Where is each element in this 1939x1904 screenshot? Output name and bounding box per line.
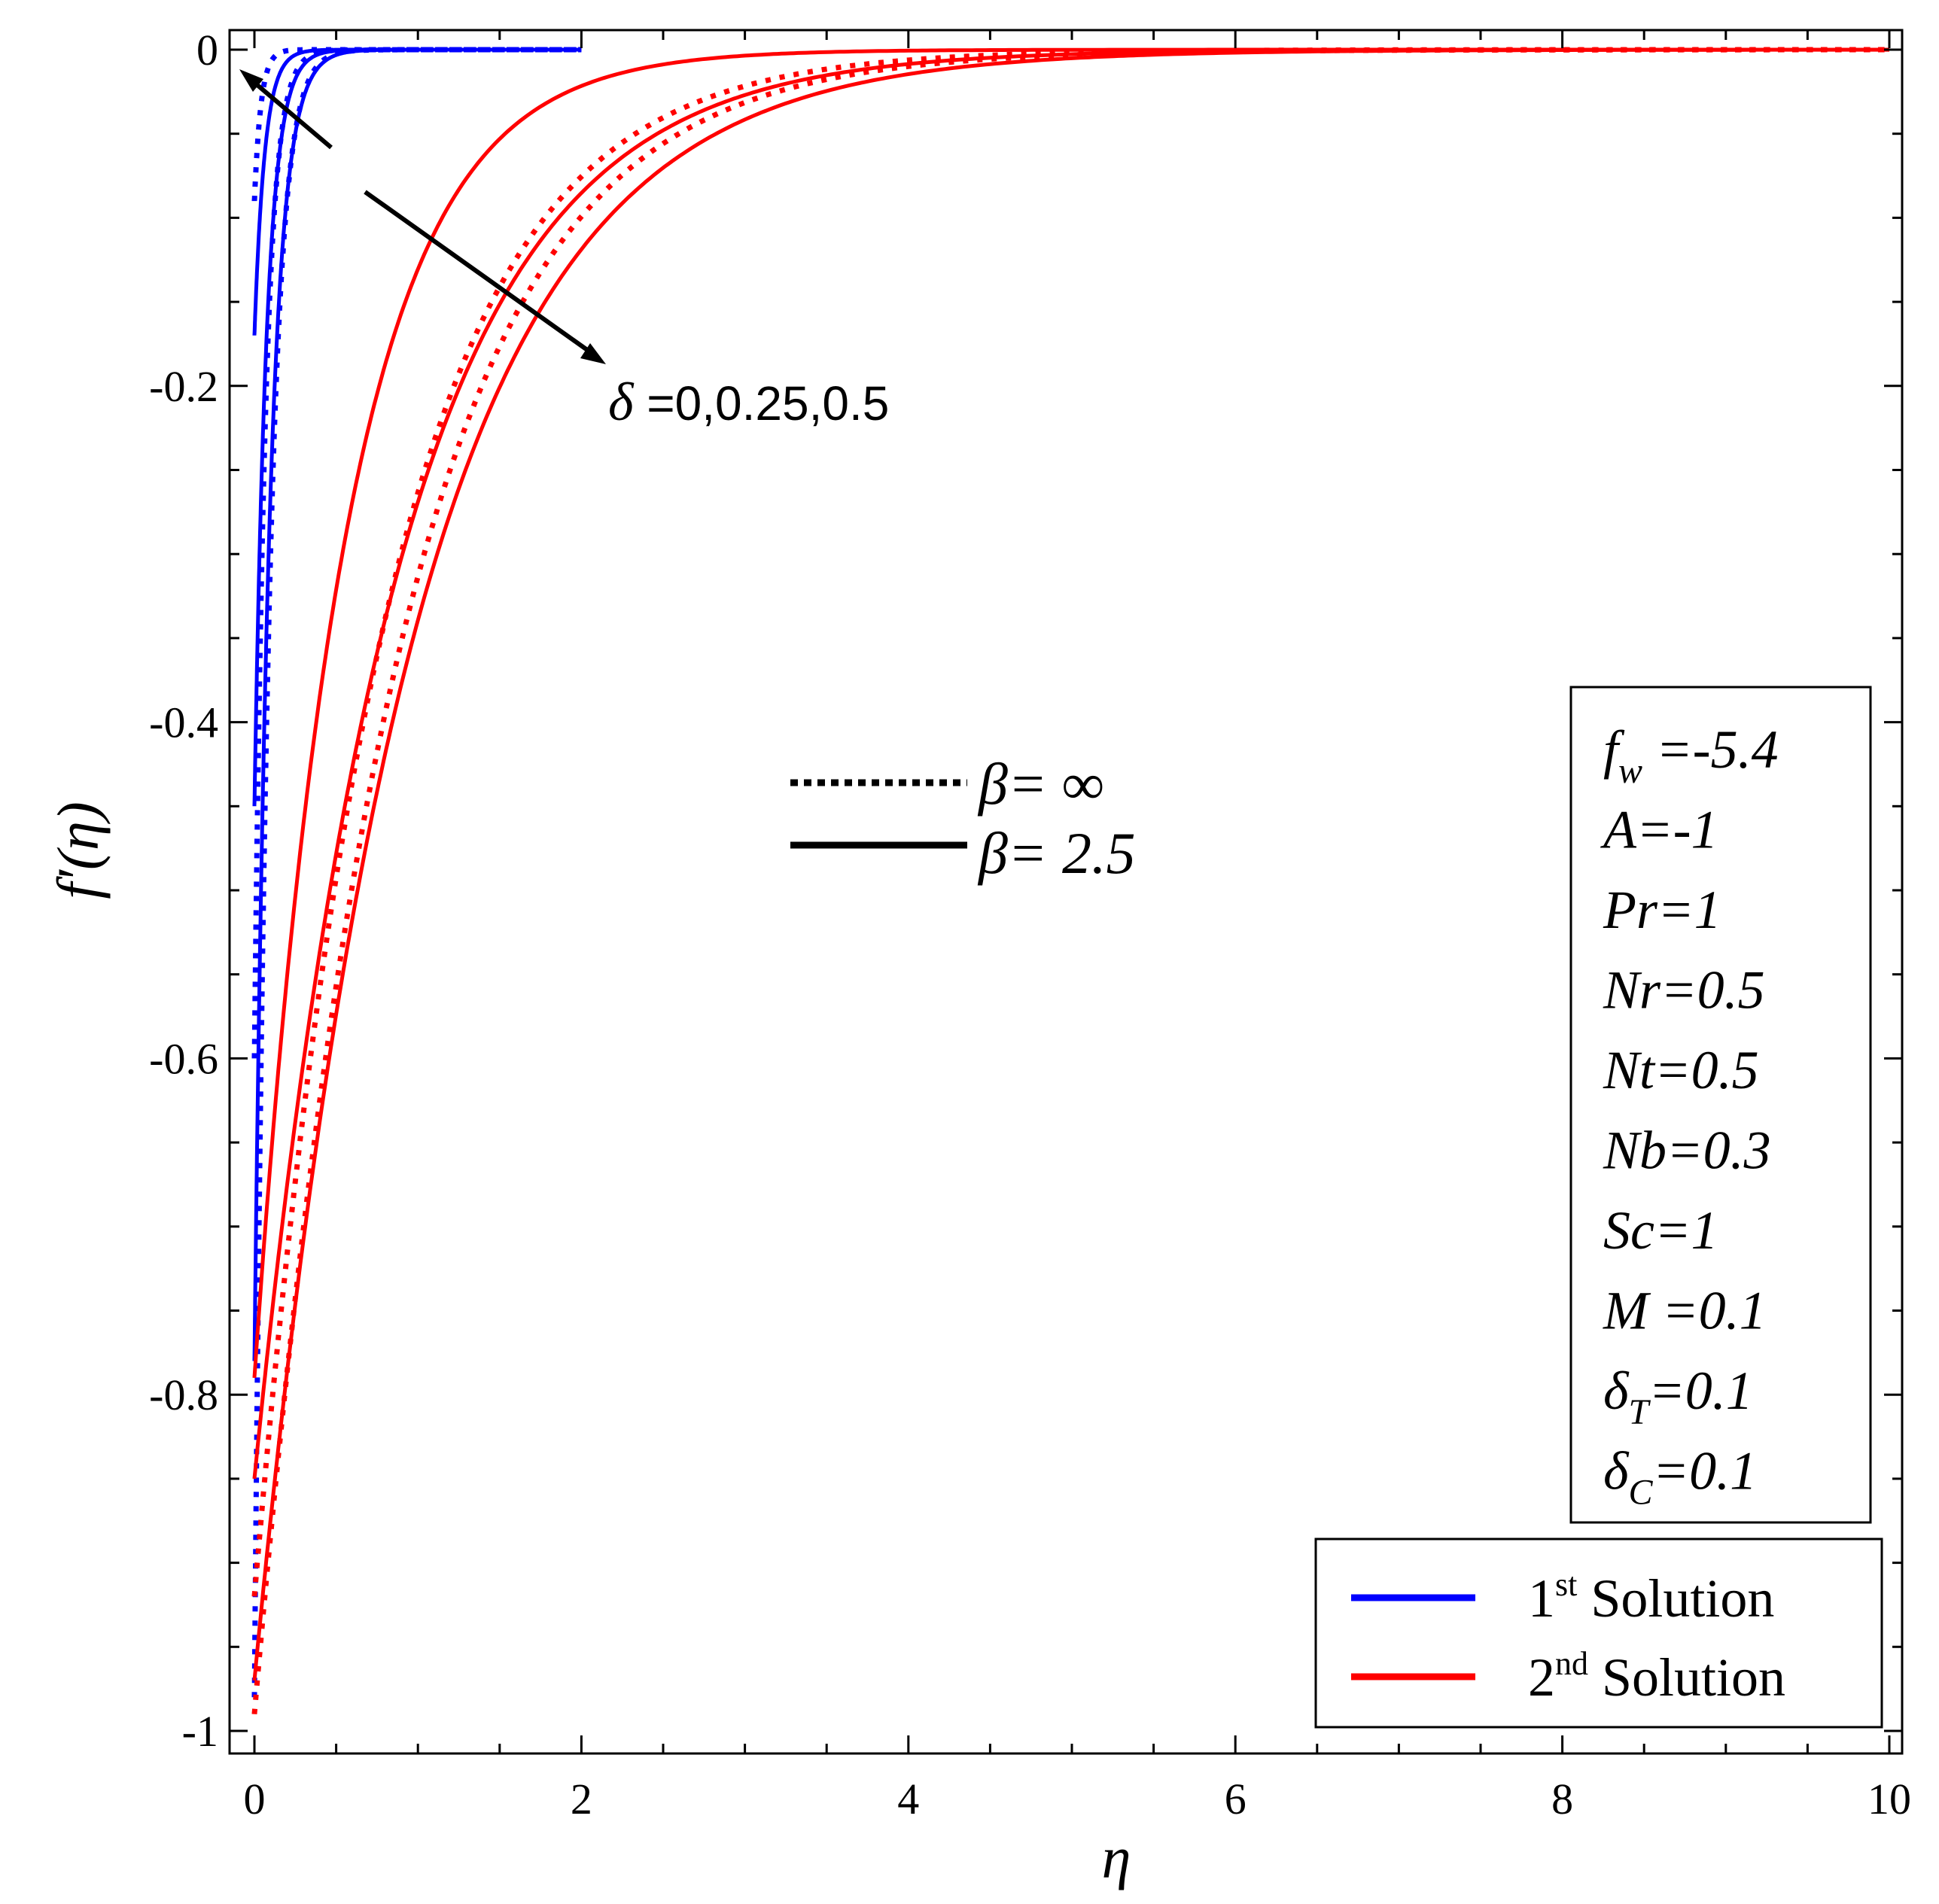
y-tick-label: -1 bbox=[182, 1707, 218, 1756]
series-2nd-solid-8 bbox=[252, 47, 1889, 1681]
x-tick-label: 2 bbox=[571, 1775, 592, 1823]
y-tick-label: 0 bbox=[196, 26, 218, 75]
legend-label-2nd: 2nd Solution bbox=[1528, 1645, 1785, 1708]
y-axis-label: f′(η) bbox=[45, 801, 111, 899]
x-tick-label: 10 bbox=[1867, 1775, 1911, 1823]
parameter-line: Nb=0.3 bbox=[1603, 1121, 1771, 1181]
legend-label-1st: 1st Solution bbox=[1528, 1566, 1774, 1629]
parameter-line: Pr=1 bbox=[1603, 880, 1721, 940]
beta-infinity-label: β= ∞ bbox=[977, 751, 1104, 817]
beta-2-5-label: β= 2.5 bbox=[977, 820, 1136, 886]
series-2nd-dotted-10 bbox=[251, 47, 1889, 1714]
delta-arrow bbox=[239, 69, 606, 364]
y-tick-label: -0.2 bbox=[149, 362, 218, 411]
line-style-key: β= ∞ β= 2.5 bbox=[790, 751, 1136, 886]
y-tick-label: -0.6 bbox=[149, 1034, 218, 1083]
delta-annotation: δ =0,0.25,0.5 bbox=[608, 372, 889, 432]
tick-layer bbox=[230, 30, 1902, 1753]
x-tick-label: 8 bbox=[1551, 1775, 1573, 1823]
x-tick-label: 6 bbox=[1225, 1775, 1246, 1823]
parameter-line: Nt=0.5 bbox=[1603, 1040, 1759, 1100]
legend: 1st Solution 2nd Solution bbox=[1314, 1537, 1883, 1729]
plot-frame bbox=[228, 29, 1904, 1755]
x-axis-label: η bbox=[1102, 1825, 1131, 1890]
parameter-line: Nr=0.5 bbox=[1603, 960, 1765, 1020]
curve-layer bbox=[251, 47, 1889, 1714]
x-tick-label: 4 bbox=[897, 1775, 919, 1823]
y-tick-label: -0.4 bbox=[149, 698, 218, 747]
parameter-line: fw =-5.4 bbox=[1603, 719, 1779, 791]
legend-box bbox=[1314, 1537, 1883, 1729]
parameter-box bbox=[1569, 686, 1872, 1524]
parameter-line: δT=0.1 bbox=[1603, 1361, 1753, 1432]
x-tick-label: 0 bbox=[244, 1775, 266, 1823]
series-2nd-dotted-9 bbox=[251, 47, 1889, 1597]
parameter-line: A=-1 bbox=[1600, 800, 1718, 860]
series-1st-dotted-3 bbox=[251, 47, 582, 202]
parameter-line: M =0.1 bbox=[1603, 1281, 1767, 1341]
parameter-list: fw =-5.4 A=-1 Pr=1 Nr=0.5 Nt=0.5 Nb=0.3 Sc=1 M … bbox=[1600, 719, 1779, 1513]
parameter-line: δC=0.1 bbox=[1603, 1441, 1757, 1513]
tick-label-layer: 0 2 4 6 8 10 0 -0.2 -0.4 -0.6 -0.8 -1 bbox=[149, 26, 1911, 1823]
parameter-line: Sc=1 bbox=[1603, 1200, 1718, 1261]
y-tick-label: -0.8 bbox=[149, 1370, 218, 1419]
